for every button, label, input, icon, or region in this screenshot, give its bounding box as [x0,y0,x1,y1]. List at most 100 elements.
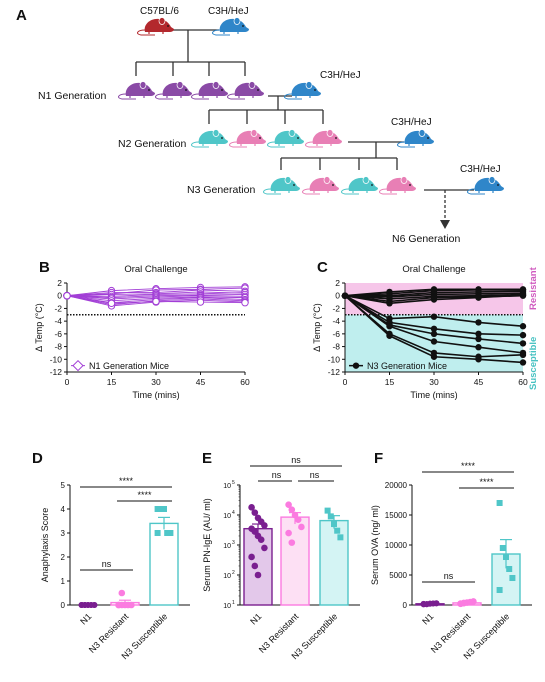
data-point [167,530,174,536]
significance-label: **** [461,461,476,471]
mouse-feet [274,191,290,193]
panel-label-b: B [39,259,50,276]
data-point [475,294,482,301]
y-tick-label: 2 [335,278,340,288]
data-point [152,297,160,306]
y-tick-label: 5 [61,481,66,490]
panel-label-f: F [374,450,383,467]
data-point [164,530,171,536]
y-tick-label: -10 [328,354,341,364]
mouse-eye [297,137,299,139]
mouse-body [162,82,192,96]
data-point [496,500,503,506]
significance-label: **** [479,477,494,487]
data-point [327,513,334,520]
mouse-feet [202,96,218,98]
category-label: N1 [420,611,435,626]
mouse-tail [302,188,320,195]
data-point [475,319,482,326]
susceptible-label: Susceptible [528,337,539,390]
mouse-tail [263,188,281,195]
data-point [241,299,249,307]
data-point [63,292,71,300]
data-point [285,501,292,509]
bar [319,519,349,606]
mouse-ear [139,81,147,89]
y-tick-label: 0 [61,601,66,610]
mouse-n2-icon [229,129,266,148]
mouse-ear [158,17,166,25]
data-point [430,296,438,303]
bar [149,522,179,606]
mouse-body [236,130,266,144]
mouse-eye [259,137,261,139]
data-point [519,359,527,366]
mouse-eye [185,89,187,91]
mouse-body [291,82,321,96]
significance-label: ns [444,571,454,581]
data-point [257,536,265,544]
x-axis-label: Time (mins) [132,390,179,400]
mouse-feet [313,191,329,193]
panel-label-c: C [317,259,328,276]
mouse-ear [233,17,241,25]
mouse-eye [293,184,295,186]
legend-marker [72,359,84,372]
y-tick-label: -2 [54,303,62,313]
data-point [261,522,268,529]
mouse-eye [371,184,373,186]
mouse-n1-icon [155,81,192,100]
mouse-tail [137,29,155,36]
data-point [294,516,302,523]
data-point [157,506,164,512]
data-point [519,331,527,339]
mouse-n1-icon [118,81,155,100]
y-axis-label: Serum PN-IgE (AU/ ml) [202,498,212,592]
mouse-ear [212,81,220,89]
mouse-tail [267,141,285,148]
data-point [509,575,516,581]
mouse-ear [176,81,184,89]
data-point [115,601,122,609]
mouse-eye [242,25,244,27]
panel-a-pedigree: A C57BL/6 C3H/HeJ C3H/HeJ C3H/HeJ C3H/He… [16,6,504,245]
y-tick-label: -10 [50,354,63,364]
y-tick-label: 3 [61,529,66,538]
mouse-eye [409,184,411,186]
data-point [331,521,337,528]
y-tick-exponent: 1 [232,600,235,606]
mouse-tail [305,141,323,148]
n3-generation-label: N3 Generation [187,184,255,196]
y-tick-exponent: 3 [232,540,235,546]
y-tick-exponent: 5 [232,480,235,486]
mouse-feet [129,96,145,98]
y-axis-label: Δ Temp (°C) [312,303,322,352]
y-tick-label: -6 [332,329,340,339]
data-point [475,356,482,363]
mouse-body [144,18,174,32]
pedigree-lines [135,29,474,229]
c3h-label-top: C3H/HeJ [208,6,249,17]
data-point [475,330,482,338]
legend-label: N1 Generation Mice [89,361,169,371]
data-point [285,529,292,537]
mouse-tail [118,93,136,100]
mouse-eye [221,89,223,91]
mouse-tail [284,93,302,100]
data-point [430,325,438,332]
mouse-feet [478,191,494,193]
mouse-ear [288,129,296,137]
legend-marker [352,362,360,369]
y-tick-label: 10 [223,513,231,520]
mouse-body [309,177,339,191]
mouse-feet [316,144,332,146]
data-point [430,338,438,345]
data-point [475,344,482,351]
chart-title: Oral Challenge [124,264,187,275]
mouse-body [198,130,228,144]
significance-label: ns [272,470,282,480]
significance-label: ns [310,470,320,480]
